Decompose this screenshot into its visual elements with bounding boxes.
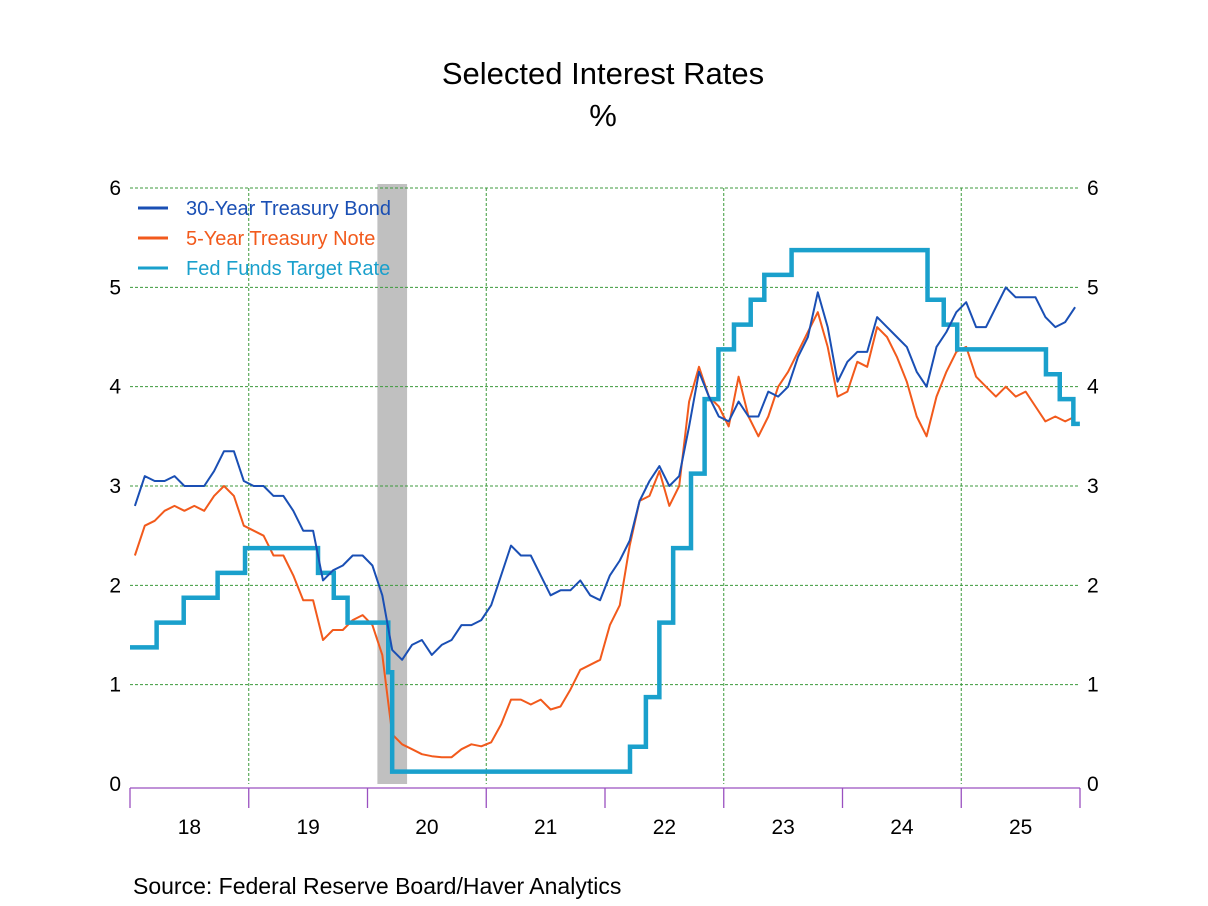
chart-title: Selected Interest Rates <box>442 56 764 91</box>
legend-label: 5-Year Treasury Note <box>186 228 375 250</box>
y-tick-label-left: 2 <box>109 574 121 597</box>
grid-lines <box>130 187 1080 784</box>
x-tick-label: 19 <box>296 816 319 839</box>
y-tick-label-left: 0 <box>109 773 121 796</box>
legend-label: Fed Funds Target Rate <box>186 258 390 280</box>
x-tick-label: 24 <box>890 816 914 839</box>
y-tick-label-right: 4 <box>1087 376 1099 399</box>
x-tick-label: 23 <box>771 816 794 839</box>
y-tick-label-left: 4 <box>109 376 121 399</box>
x-tick-label: 21 <box>534 816 557 839</box>
axes: 0 01 12 23 34 45 56 618 19 20 21 22 23 24 25 <box>109 177 1099 839</box>
y-tick-label-left: 1 <box>109 674 121 697</box>
series-line-fed-funds <box>130 247 1080 774</box>
y-tick-label-right: 6 <box>1087 177 1099 200</box>
series-line-5-year-note <box>133 311 1076 759</box>
legend-label: 30-Year Treasury Bond <box>186 198 391 220</box>
x-tick-label: 25 <box>1009 816 1032 839</box>
y-tick-label-right: 0 <box>1087 773 1099 796</box>
legend: 30-Year Treasury Bond 5-Year Treasury Not… <box>138 198 391 280</box>
y-tick-label-right: 2 <box>1087 574 1099 597</box>
source-note: Source: Federal Reserve Board/Haver Anal… <box>133 873 621 899</box>
y-tick-label-left: 6 <box>109 177 121 200</box>
y-tick-label-left: 3 <box>109 475 121 498</box>
x-tick-label: 18 <box>178 816 201 839</box>
series-lines <box>130 247 1080 774</box>
y-tick-label-right: 3 <box>1087 475 1099 498</box>
series-line-30-year-bond <box>133 286 1076 661</box>
x-tick-label: 20 <box>415 816 438 839</box>
chart-subtitle: % <box>589 98 617 133</box>
x-tick-label: 22 <box>653 816 676 839</box>
y-tick-label-right: 1 <box>1087 674 1099 697</box>
y-tick-label-left: 5 <box>109 276 121 299</box>
y-tick-label-right: 5 <box>1087 276 1099 299</box>
